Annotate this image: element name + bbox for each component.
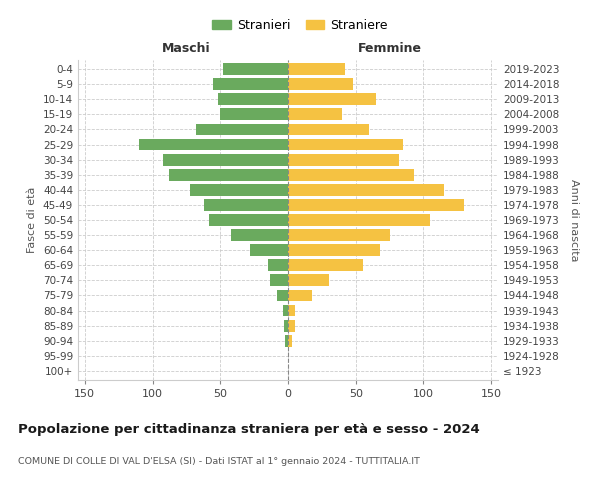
Bar — [288, 274, 329, 286]
Bar — [190, 184, 288, 196]
Bar — [288, 229, 389, 241]
Bar — [209, 214, 288, 226]
Y-axis label: Anni di nascita: Anni di nascita — [569, 179, 579, 261]
Bar — [288, 154, 399, 166]
Text: Popolazione per cittadinanza straniera per età e sesso - 2024: Popolazione per cittadinanza straniera p… — [18, 422, 480, 436]
Y-axis label: Fasce di età: Fasce di età — [28, 187, 37, 253]
Bar — [288, 124, 369, 136]
Bar — [288, 290, 313, 302]
Bar — [288, 244, 380, 256]
Bar — [288, 184, 444, 196]
Text: COMUNE DI COLLE DI VAL D'ELSA (SI) - Dati ISTAT al 1° gennaio 2024 - TUTTITALIA.: COMUNE DI COLLE DI VAL D'ELSA (SI) - Dat… — [18, 458, 420, 466]
Bar — [288, 108, 342, 120]
Bar — [214, 78, 288, 90]
Text: Maschi: Maschi — [162, 42, 211, 54]
Text: Femmine: Femmine — [358, 42, 422, 54]
Bar — [218, 94, 288, 105]
Bar — [288, 304, 295, 316]
Bar — [271, 274, 288, 286]
Bar — [220, 108, 288, 120]
Bar — [288, 169, 414, 180]
Bar — [268, 260, 288, 271]
Bar — [288, 320, 295, 332]
Bar — [288, 335, 292, 346]
Legend: Stranieri, Straniere: Stranieri, Straniere — [207, 14, 393, 37]
Bar — [284, 320, 288, 332]
Bar — [288, 138, 403, 150]
Bar — [231, 229, 288, 241]
Bar — [196, 124, 288, 136]
Bar — [204, 199, 288, 211]
Bar — [288, 199, 464, 211]
Bar — [288, 94, 376, 105]
Bar — [277, 290, 288, 302]
Bar — [163, 154, 288, 166]
Bar — [283, 304, 288, 316]
Bar — [169, 169, 288, 180]
Bar — [223, 63, 288, 75]
Bar — [285, 335, 288, 346]
Bar — [250, 244, 288, 256]
Bar — [288, 63, 345, 75]
Bar — [288, 260, 362, 271]
Bar — [288, 214, 430, 226]
Bar — [288, 78, 353, 90]
Bar — [139, 138, 288, 150]
